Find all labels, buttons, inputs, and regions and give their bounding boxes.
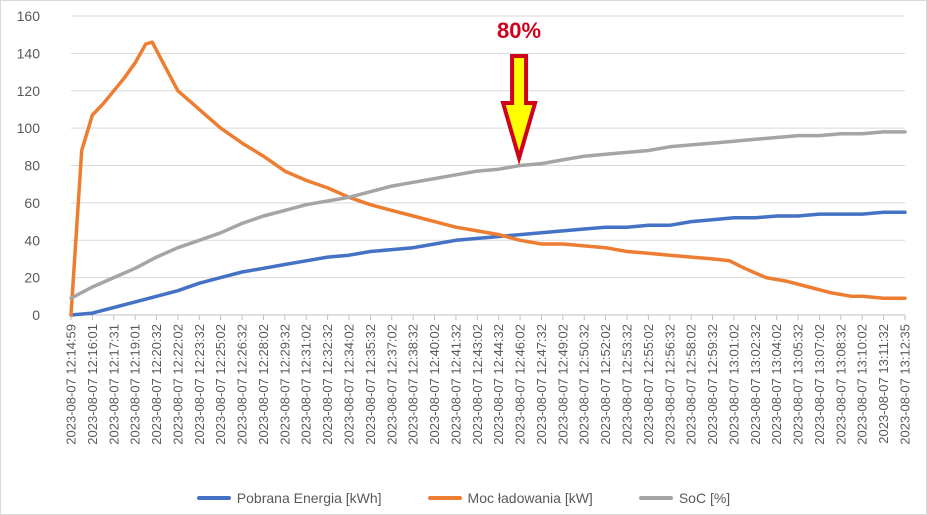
x-tick-label: 2023-08-07 12:58:02 (684, 324, 699, 445)
y-tick-label: 160 (17, 8, 41, 24)
x-tick-label: 2023-08-07 13:02:32 (748, 324, 763, 445)
gridlines (71, 15, 905, 316)
legend-swatch-power (427, 496, 462, 500)
legend-item-energy: Pobrana Energia [kWh] (196, 487, 382, 509)
x-tick-label: 2023-08-07 12:44:32 (491, 324, 506, 445)
x-tick-label: 2023-08-07 12:26:32 (235, 324, 250, 445)
x-tick-label: 2023-08-07 12:16:01 (85, 324, 100, 445)
y-tick-label: 80 (24, 158, 40, 174)
x-tick-label: 2023-08-07 12:38:32 (406, 324, 421, 445)
x-tick-label: 2023-08-07 13:11:32 (876, 324, 891, 444)
x-tick-label: 2023-08-07 13:07:02 (812, 324, 827, 445)
series-line-0 (69, 210, 907, 317)
x-tick-label: 2023-08-07 12:14:59 (64, 324, 79, 445)
legend-swatch-energy (196, 496, 231, 500)
legend-item-soc: SoC [%] (638, 487, 731, 509)
x-tick-label: 2023-08-07 12:40:02 (427, 324, 442, 445)
x-tick-label: 2023-08-07 13:10:02 (855, 324, 870, 445)
x-tick-label: 2023-08-07 12:46:02 (513, 324, 528, 445)
annotation-arrow (500, 54, 538, 166)
x-tick-label: 2023-08-07 13:05:32 (791, 324, 806, 445)
x-tick-label: 2023-08-07 12:52:02 (598, 324, 613, 445)
legend-label-power: Moc ładowania [kW] (467, 490, 593, 506)
x-axis: 2023-08-07 12:14:59 2023-08-07 12:16:01 20… (64, 315, 913, 445)
x-tick-label: 2023-08-07 12:41:32 (448, 324, 463, 445)
series-group (69, 40, 907, 317)
x-tick-label: 2023-08-07 13:04:02 (769, 324, 784, 445)
x-tick-label: 2023-08-07 12:29:32 (277, 324, 292, 445)
x-tick-label: 2023-08-07 12:47:32 (534, 324, 549, 445)
series-line-2 (69, 130, 907, 300)
x-tick-label: 2023-08-07 12:34:02 (342, 324, 357, 445)
x-tick-label: 2023-08-07 12:55:02 (641, 324, 656, 445)
legend: Pobrana Energia [kWh] Moc ładowania [kW]… (0, 487, 927, 509)
arrow-down-icon (500, 54, 538, 166)
y-tick-label: 140 (17, 45, 41, 61)
annotation-label: 80% (497, 18, 542, 43)
y-axis: 0 20 40 60 80 100 120 140 160 (17, 8, 41, 323)
x-tick-label: 2023-08-07 12:50:32 (577, 324, 592, 445)
legend-item-power: Moc ładowania [kW] (427, 487, 593, 509)
y-tick-label: 100 (17, 120, 41, 136)
x-tick-label: 2023-08-07 12:37:02 (384, 324, 399, 445)
x-tick-label: 2023-08-07 13:12:35 (898, 324, 913, 445)
x-tick-label: 2023-08-07 12:32:32 (320, 324, 335, 445)
legend-swatch-soc (638, 496, 673, 500)
x-tick-label: 2023-08-07 12:20:32 (149, 324, 164, 445)
x-tick-label: 2023-08-07 13:08:32 (833, 324, 848, 445)
y-tick-label: 60 (24, 195, 40, 211)
x-tick-label: 2023-08-07 12:56:32 (662, 324, 677, 445)
y-tick-label: 0 (32, 307, 40, 323)
legend-label-soc: SoC [%] (678, 490, 731, 506)
y-tick-label: 20 (24, 270, 40, 286)
x-tick-label: 2023-08-07 13:01:02 (726, 324, 741, 445)
x-tick-label: 2023-08-07 12:49:02 (555, 324, 570, 445)
x-tick-label: 2023-08-07 12:22:02 (170, 324, 185, 445)
x-tick-label: 2023-08-07 12:35:32 (363, 324, 378, 445)
x-tick-label: 2023-08-07 12:19:01 (128, 324, 143, 445)
y-tick-label: 120 (17, 83, 41, 99)
x-tick-label: 2023-08-07 12:17:31 (106, 324, 121, 445)
legend-label-energy: Pobrana Energia [kWh] (236, 490, 382, 506)
x-tick-label: 2023-08-07 12:25:02 (213, 324, 228, 445)
x-tick-label: 2023-08-07 12:43:02 (470, 324, 485, 445)
x-tick-label: 2023-08-07 12:28:02 (256, 324, 271, 445)
x-tick-label: 2023-08-07 12:53:32 (620, 324, 635, 445)
x-tick-label: 2023-08-07 12:23:32 (192, 324, 207, 445)
x-tick-label: 2023-08-07 12:59:32 (705, 324, 720, 445)
x-tick-label: 2023-08-07 12:31:02 (299, 324, 314, 445)
series-line-1 (69, 40, 907, 317)
y-tick-label: 40 (24, 232, 40, 248)
